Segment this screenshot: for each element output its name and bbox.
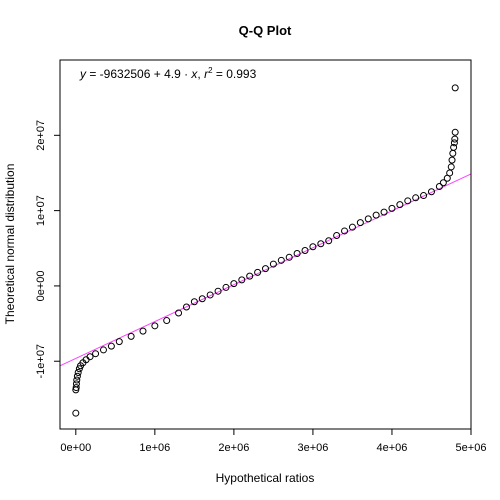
data-point: [325, 237, 333, 245]
x-tick-label: 0e+00: [60, 442, 91, 454]
data-point: [364, 215, 372, 223]
regression-equation: y = -9632506 + 4.9 · x, r2 = 0.993: [79, 66, 257, 81]
data-point: [246, 272, 254, 280]
data-point: [206, 291, 214, 299]
eq-sup: 2: [208, 66, 213, 75]
data-point: [277, 256, 285, 264]
data-point: [72, 384, 80, 392]
eq-x: x: [190, 67, 198, 81]
x-tick-label: 3e+06: [297, 442, 328, 454]
data-points: [72, 84, 459, 417]
data-point: [451, 135, 459, 143]
data-point: [262, 265, 269, 273]
y-tick-label: 0e+00: [35, 270, 47, 301]
data-point: [396, 201, 404, 209]
x-tick-label: 5e+06: [456, 442, 487, 454]
data-point: [151, 322, 159, 330]
data-point: [372, 211, 380, 219]
eq-comma: ,: [197, 67, 204, 81]
data-point: [107, 342, 115, 350]
eq-tail: = 0.993: [213, 67, 257, 81]
data-point: [451, 84, 459, 92]
data-point: [301, 247, 309, 255]
x-axis: 0e+00 1e+06 2e+06 3e+06 4e+06 5e+06: [60, 429, 486, 454]
data-point: [222, 283, 230, 291]
y-tick-label: 2e+07: [35, 120, 47, 151]
x-tick-label: 2e+06: [218, 442, 249, 454]
data-point: [451, 128, 459, 136]
data-point: [74, 369, 82, 377]
data-point: [182, 303, 190, 311]
data-point: [333, 231, 341, 239]
eq-mid: = -9632506 + 4.9 ·: [86, 67, 191, 81]
data-point: [115, 338, 123, 346]
data-point: [73, 372, 81, 380]
data-point: [72, 409, 80, 417]
data-point: [447, 163, 455, 171]
data-point: [348, 223, 356, 231]
y-tick-label: 1e+07: [35, 195, 47, 226]
data-point: [139, 327, 147, 335]
data-point: [356, 219, 364, 227]
data-point: [175, 309, 183, 317]
data-point: [448, 156, 456, 164]
x-tick-label: 1e+06: [139, 442, 170, 454]
data-point: [285, 253, 293, 261]
data-point: [86, 353, 94, 361]
data-point: [99, 346, 107, 354]
data-point: [427, 188, 435, 196]
data-point: [450, 143, 458, 151]
data-point: [380, 208, 388, 216]
y-axis: -1e+07 0e+00 1e+07 2e+07: [35, 120, 60, 379]
data-point: [450, 139, 458, 147]
data-point: [238, 276, 246, 284]
data-point: [72, 380, 80, 388]
data-point: [309, 243, 317, 251]
x-tick-label: 4e+06: [377, 442, 408, 454]
data-point: [254, 268, 262, 276]
data-point: [190, 298, 198, 306]
data-point: [317, 240, 325, 248]
data-point: [293, 250, 301, 258]
data-point: [214, 287, 222, 295]
y-tick-label: -1e+07: [35, 344, 47, 379]
data-point: [198, 295, 206, 303]
x-axis-label: Hypothetical ratios: [216, 471, 315, 485]
eq-r: r: [204, 67, 209, 81]
y-axis-label: Theoretical normal distribution: [3, 164, 17, 325]
data-point: [163, 317, 171, 325]
data-point: [388, 204, 396, 212]
data-point: [404, 197, 412, 205]
data-point: [73, 376, 81, 384]
data-point: [439, 179, 447, 187]
data-point: [341, 227, 349, 235]
data-point: [92, 350, 100, 358]
data-point: [127, 332, 135, 340]
chart-title: Q-Q Plot: [239, 23, 292, 38]
plot-frame: [59, 59, 472, 430]
data-point: [230, 280, 238, 288]
data-point: [412, 194, 420, 202]
data-point: [75, 365, 83, 373]
data-point: [269, 260, 277, 268]
eq-y: y: [79, 67, 87, 81]
data-point: [420, 192, 428, 200]
data-point: [435, 183, 443, 191]
